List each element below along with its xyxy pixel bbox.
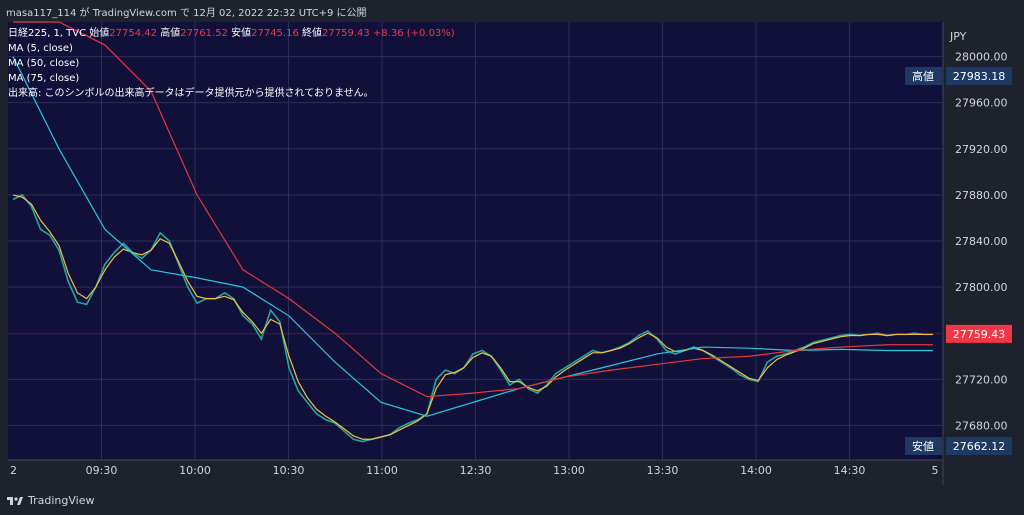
close-label: 終値 bbox=[302, 28, 323, 39]
publish-attribution: masa117_114 が TradingView.com で 12月 02, … bbox=[6, 8, 367, 19]
x-tick-label: 11:00 bbox=[366, 464, 398, 477]
open-value: 27754.42 bbox=[109, 28, 158, 39]
price-label-tag bbox=[905, 437, 942, 456]
x-tick-label: 5 bbox=[932, 464, 939, 477]
grid-lines bbox=[8, 22, 943, 460]
legend: 日経225, 1, TVC 始値27754.42 高値27761.52 安値27… bbox=[8, 26, 455, 101]
y-tick-label: 28000.00 bbox=[955, 51, 1008, 64]
series-line-1 bbox=[12, 194, 933, 440]
price-label-value: 27662.12 bbox=[953, 440, 1006, 453]
brand-footer[interactable]: TradingView bbox=[6, 494, 94, 507]
price-label-value: 27759.43 bbox=[953, 328, 1006, 341]
price-axis[interactable]: 28000.00 27960.00 27920.00 27880.00 27840.00… bbox=[955, 51, 1008, 433]
price-label-value: 27983.18 bbox=[953, 70, 1006, 83]
ohlc-row: 日経225, 1, TVC 始値27754.42 高値27761.52 安値27… bbox=[8, 26, 455, 41]
tradingview-logo-icon bbox=[7, 496, 23, 505]
y-tick-label: 27720.00 bbox=[955, 373, 1008, 386]
price-label-box bbox=[946, 437, 1012, 456]
price-label-name: 安値 bbox=[912, 439, 934, 453]
low-value: 27745.16 bbox=[251, 28, 299, 39]
series-layer bbox=[8, 21, 943, 443]
x-tick-label: 13:00 bbox=[553, 464, 585, 477]
y-tick-label: 27880.00 bbox=[955, 189, 1008, 202]
y-tick-label: 27840.00 bbox=[955, 235, 1008, 248]
low-label: 安値 bbox=[231, 28, 252, 39]
close-value: 27759.43 bbox=[322, 28, 370, 39]
price-labels: 高値 27983.18 27759.43 安値 27662.12 bbox=[905, 66, 1012, 456]
high-label: 高値 bbox=[160, 28, 181, 39]
y-tick-label: 27680.00 bbox=[955, 419, 1008, 432]
series-line-2 bbox=[12, 56, 933, 417]
x-tick-label: 10:30 bbox=[273, 464, 305, 477]
price-label-box bbox=[946, 324, 1012, 343]
high-value: 27761.52 bbox=[180, 28, 228, 39]
x-tick-label: 12:30 bbox=[460, 464, 492, 477]
x-tick-label: 14:30 bbox=[834, 464, 866, 477]
volume-note: 出来高: このシンボルの出来高データはデータ提供元から提供されておりません。 bbox=[8, 88, 374, 99]
ma50-legend[interactable]: MA (50, close) bbox=[8, 58, 80, 69]
x-tick-label: 13:30 bbox=[647, 464, 679, 477]
series-line-3 bbox=[13, 21, 933, 398]
time-axis[interactable]: 2 09:30 10:00 10:30 11:00 12:30 13:00 13:30 14:0… bbox=[10, 464, 939, 477]
currency-label: JPY bbox=[949, 30, 967, 43]
brand-name: TradingView bbox=[28, 494, 95, 507]
x-tick-label: 2 bbox=[10, 464, 17, 477]
y-tick-label: 27920.00 bbox=[955, 143, 1008, 156]
ma75-legend[interactable]: MA (75, close) bbox=[8, 73, 80, 84]
open-label: 始値 bbox=[89, 28, 110, 39]
x-tick-label: 14:00 bbox=[740, 464, 772, 477]
y-tick-label: 27960.00 bbox=[955, 97, 1008, 110]
x-tick-label: 10:00 bbox=[179, 464, 211, 477]
y-tick-label: 27800.00 bbox=[955, 281, 1008, 294]
series-line-0 bbox=[12, 193, 933, 443]
ma5-legend[interactable]: MA (5, close) bbox=[8, 43, 73, 54]
change-value: +8.36 (+0.03%) bbox=[372, 28, 455, 39]
price-label-box bbox=[946, 66, 1012, 85]
price-label-tag bbox=[905, 66, 942, 85]
price-label-name: 高値 bbox=[912, 69, 934, 83]
symbol-label[interactable]: 日経225, 1, TVC bbox=[8, 28, 87, 39]
x-tick-label: 09:30 bbox=[86, 464, 118, 477]
